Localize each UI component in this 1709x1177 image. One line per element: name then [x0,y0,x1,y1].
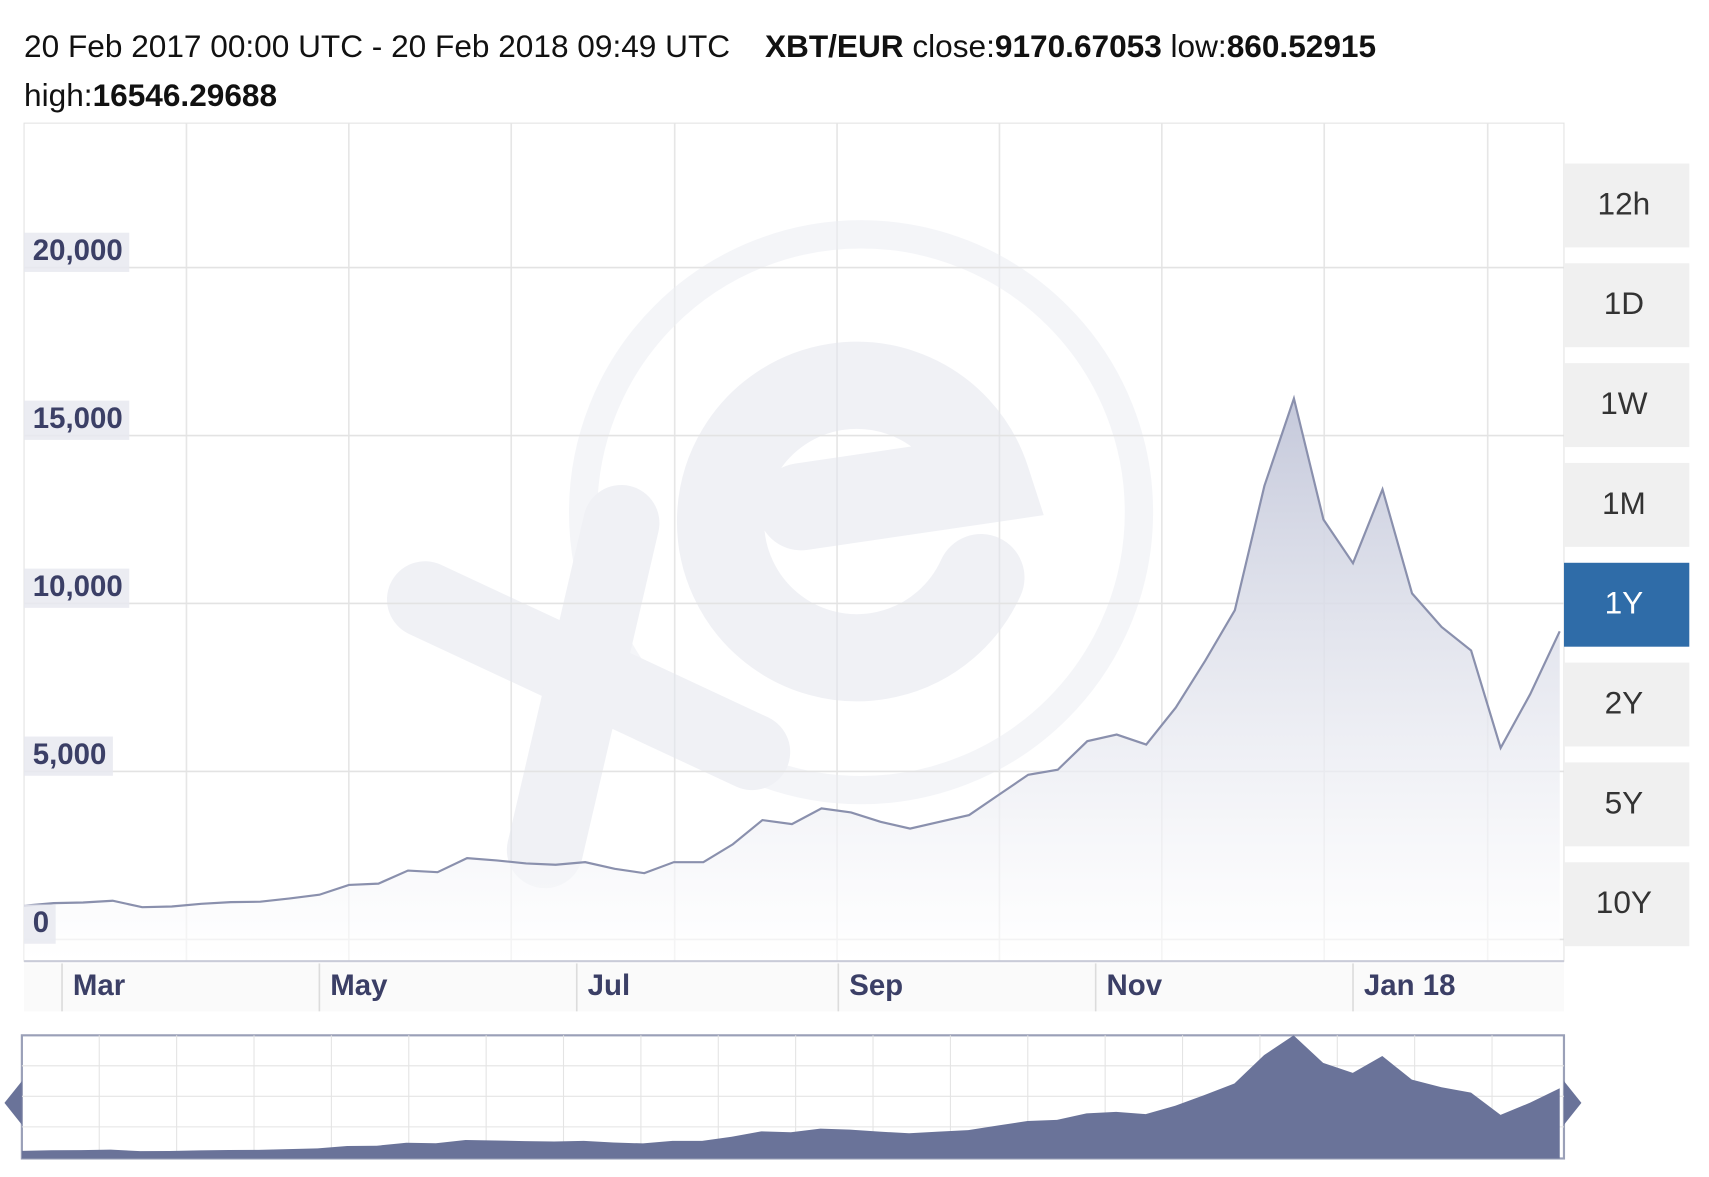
range-button[interactable] [1563,862,1690,947]
header-line-1: 20 Feb 2017 00:00 UTC - 20 Feb 2018 09:4… [24,28,1376,64]
range-button[interactable] [1563,363,1690,448]
range-button[interactable] [1563,762,1690,847]
area-layer [23,394,1561,962]
y-tick-label-bg [24,400,130,440]
range-button[interactable] [1563,462,1690,547]
x-tick-label: Jul [588,969,630,1002]
x-tick-label: May [330,969,388,1002]
nav-layer [21,1035,1560,1159]
y-tick-label: 10,000 [33,570,123,603]
pair: XBT/EUR [765,28,904,64]
range-button-label[interactable]: 10Y [1596,884,1652,920]
range-button-label[interactable]: 1Y [1605,585,1644,621]
range-button[interactable] [1563,163,1690,248]
y-tick-label: 15,000 [33,402,123,435]
watermark [386,220,1154,889]
y-tick-label: 0 [33,906,49,939]
range-button[interactable] [1563,263,1690,348]
x-tick-label: Sep [849,969,903,1002]
header-line-2: high:16546.29688 [24,77,277,113]
price-line [23,394,1561,909]
y-tick-label: 20,000 [33,234,123,267]
y-tick-label-bg [24,568,130,608]
high: 16546.29688 [93,77,278,113]
y-tick-label-bg [24,232,130,272]
range-button-label[interactable]: 1D [1604,285,1644,321]
range-button-label[interactable]: 2Y [1605,684,1644,720]
close: 9170.67053 [995,28,1162,64]
x-tick-label: Jan 18 [1364,969,1456,1002]
range-button[interactable] [1563,562,1690,647]
navigator-handle-left[interactable] [4,1081,22,1125]
y-tick-label: 5,000 [33,738,107,771]
low: 860.52915 [1227,28,1376,64]
navigator-area [21,1035,1560,1159]
range-button[interactable] [1563,662,1690,747]
x-tick-label: Mar [73,969,125,1002]
y-tick-label-bg [24,904,56,944]
xaxis-layer: Mar May Jul Sep Nov Jan 18 [61,963,1456,1012]
period: 20 Feb 2017 00:00 UTC - 20 Feb 2018 09:4… [24,28,730,64]
range-button-label[interactable]: 12h [1598,185,1651,221]
range-button-label[interactable]: 1M [1602,485,1646,521]
range-button-label[interactable]: 1W [1600,385,1648,421]
low-label: low: [1171,28,1227,64]
x-axis-band [24,963,1564,1012]
close-label: close: [912,28,995,64]
range-button-label[interactable]: 5Y [1605,784,1644,820]
high-label: high: [24,77,93,113]
y-tick-label-bg [24,736,113,776]
navigator-handle-right[interactable] [1563,1081,1582,1125]
x-tick-label: Nov [1107,969,1163,1002]
label-layer: 0 5,000 10,000 15,000 20,000 [24,232,130,944]
range-buttons: 12h 1D 1W 1M 1Y 2Y 5Y 10Y [1563,163,1690,947]
area-fill [24,398,1560,962]
